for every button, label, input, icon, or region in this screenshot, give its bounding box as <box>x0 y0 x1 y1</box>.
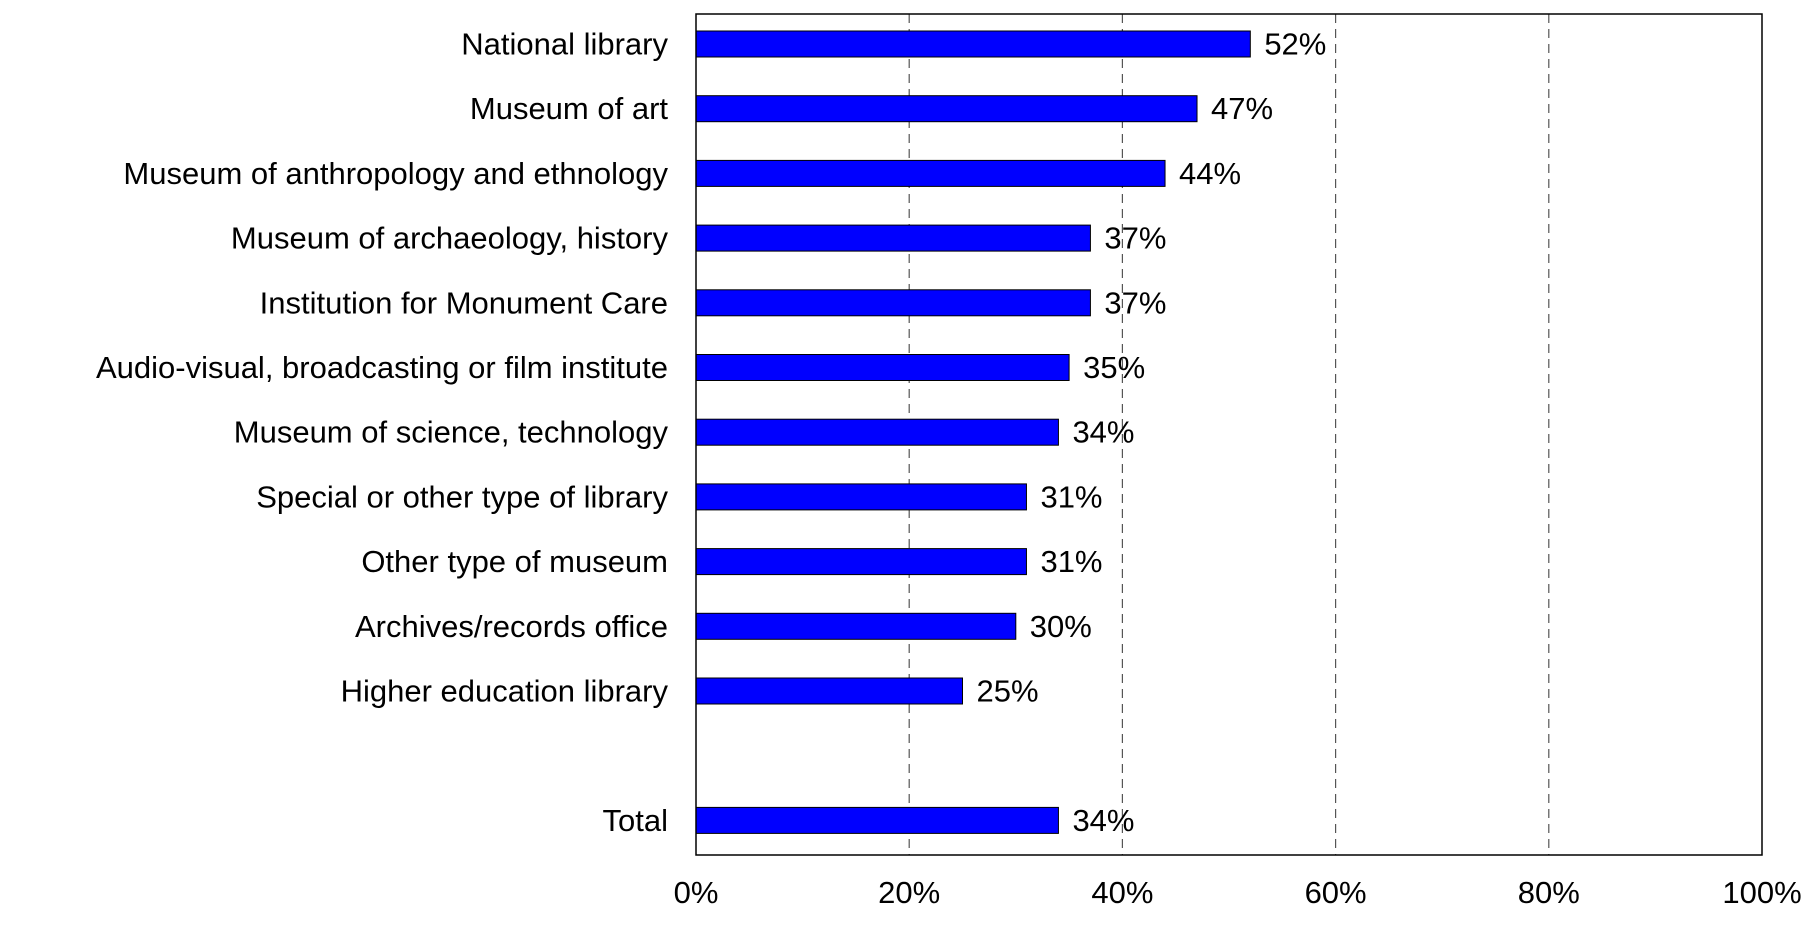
bar <box>695 483 1027 511</box>
category-label: Archives/records office <box>355 609 668 644</box>
category-label: Higher education library <box>341 674 669 709</box>
bar <box>695 30 1251 58</box>
data-label: 44% <box>1179 156 1241 191</box>
category-label: National library <box>461 27 668 62</box>
x-axis-tick-labels: 0% 20% 40% 60% 80% 100% <box>674 875 1802 910</box>
category-label: Other type of museum <box>361 544 668 579</box>
data-label: 37% <box>1104 285 1166 320</box>
data-label: 30% <box>1030 609 1092 644</box>
plot-frame <box>695 13 1763 856</box>
x-tick-label: 40% <box>1091 875 1153 910</box>
category-label: Total <box>603 803 668 838</box>
category-label: Institution for Monument Care <box>260 285 668 320</box>
data-labels: 52% 47% 44% 37% 37% 35% 34% 31% 31% 30% 25% 34% <box>977 27 1327 838</box>
bar <box>695 806 1059 834</box>
data-label: 52% <box>1264 27 1326 62</box>
bar <box>695 224 1091 252</box>
category-label: Museum of science, technology <box>234 415 669 450</box>
plot-border <box>695 13 1763 856</box>
bar <box>695 612 1017 640</box>
category-label: Museum of art <box>470 91 669 126</box>
bars <box>695 30 1251 834</box>
category-label: Audio-visual, broadcasting or film insti… <box>96 350 668 385</box>
bar <box>695 548 1027 576</box>
category-label: Museum of archaeology, history <box>231 221 669 256</box>
data-label: 34% <box>1072 415 1134 450</box>
x-tick-label: 0% <box>674 875 719 910</box>
bar <box>695 95 1198 123</box>
data-label: 35% <box>1083 350 1145 385</box>
bar <box>695 418 1059 446</box>
data-label: 37% <box>1104 221 1166 256</box>
x-tick-label: 20% <box>878 875 940 910</box>
category-label: Museum of anthropology and ethnology <box>123 156 668 191</box>
data-label: 25% <box>977 674 1039 709</box>
x-tick-label: 60% <box>1305 875 1367 910</box>
x-tick-label: 80% <box>1518 875 1580 910</box>
data-label: 31% <box>1040 479 1102 514</box>
category-label: Special or other type of library <box>256 479 668 514</box>
bar <box>695 289 1091 317</box>
bar <box>695 677 963 705</box>
x-tick-label: 100% <box>1722 875 1801 910</box>
bar <box>695 159 1166 187</box>
data-label: 34% <box>1072 803 1134 838</box>
bar <box>695 354 1070 381</box>
data-label: 47% <box>1211 91 1273 126</box>
category-labels: National library Museum of art Museum of a… <box>96 27 669 838</box>
data-label: 31% <box>1040 544 1102 579</box>
